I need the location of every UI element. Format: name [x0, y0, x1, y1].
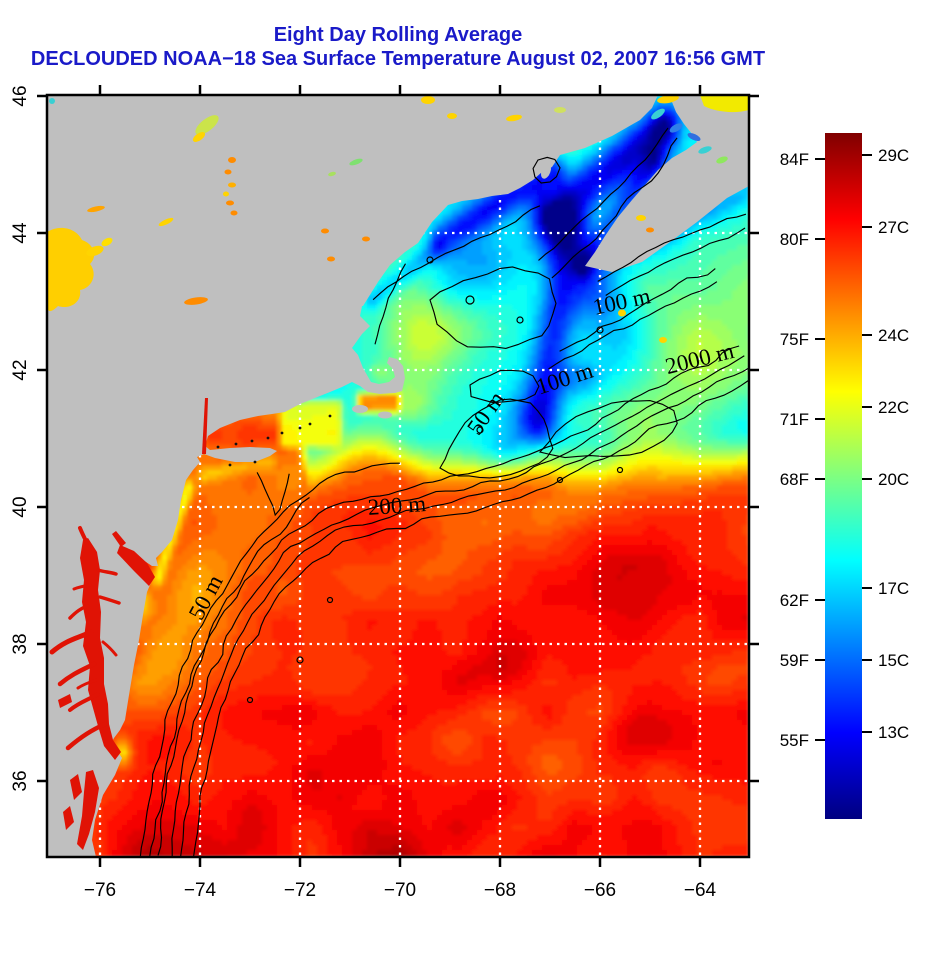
svg-text:Eight Day Rolling Average: Eight Day Rolling Average	[274, 24, 523, 46]
svg-text:24C: 24C	[878, 326, 909, 345]
svg-text:−68: −68	[484, 880, 516, 901]
svg-text:84F: 84F	[780, 150, 809, 169]
svg-text:80F: 80F	[780, 230, 809, 249]
svg-text:DECLOUDED NOAA−18 Sea Surface: DECLOUDED NOAA−18 Sea Surface Temperatur…	[31, 48, 765, 70]
svg-text:44: 44	[10, 222, 31, 244]
svg-text:42: 42	[10, 359, 31, 380]
svg-text:62F: 62F	[780, 591, 809, 610]
svg-text:75F: 75F	[780, 330, 809, 349]
svg-text:38: 38	[10, 633, 31, 654]
svg-text:59F: 59F	[780, 651, 809, 670]
svg-text:27C: 27C	[878, 218, 909, 237]
svg-text:−66: −66	[584, 880, 616, 901]
svg-text:−72: −72	[284, 880, 316, 901]
svg-text:−70: −70	[384, 880, 416, 901]
svg-text:22C: 22C	[878, 398, 909, 417]
svg-text:46: 46	[10, 85, 31, 106]
svg-text:−74: −74	[184, 880, 217, 901]
svg-text:71F: 71F	[780, 410, 809, 429]
svg-text:13C: 13C	[878, 723, 909, 742]
svg-text:68F: 68F	[780, 470, 809, 489]
svg-text:−76: −76	[84, 880, 116, 901]
svg-text:17C: 17C	[878, 579, 909, 598]
svg-text:40: 40	[10, 496, 31, 517]
svg-text:20C: 20C	[878, 470, 909, 489]
svg-text:36: 36	[10, 770, 31, 791]
svg-text:15C: 15C	[878, 651, 909, 670]
svg-text:−64: −64	[684, 880, 717, 901]
svg-text:55F: 55F	[780, 731, 809, 750]
svg-text:29C: 29C	[878, 146, 909, 165]
svg-text:200 m: 200 m	[367, 491, 427, 520]
